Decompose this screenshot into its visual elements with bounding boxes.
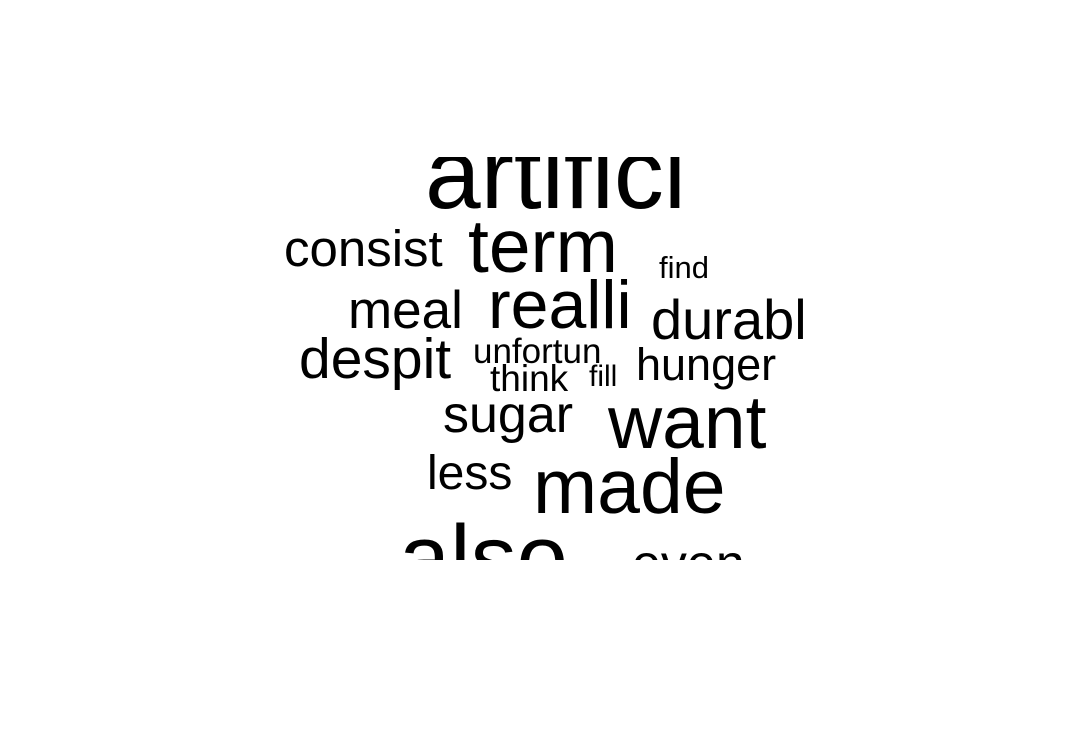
word-artifici: artifici — [425, 157, 687, 230]
word-want: want — [608, 380, 767, 464]
word-even: even — [632, 538, 745, 560]
word-made: made — [533, 444, 726, 530]
word-term: term — [468, 204, 618, 288]
word-meal: meal — [348, 281, 463, 340]
word-think: think — [490, 358, 569, 399]
word-sugar: sugar — [443, 386, 574, 444]
word-find: find — [659, 250, 709, 285]
word-consist: consist — [284, 220, 443, 277]
word-unfortun: unfortun — [473, 332, 602, 371]
word-hunger: hunger — [636, 339, 777, 390]
word-less: less — [427, 447, 513, 500]
word-durabl: durabl — [651, 288, 807, 351]
word-also: also — [399, 507, 568, 560]
word-fill: fill — [589, 360, 618, 393]
word-realli: realli — [488, 267, 632, 343]
word-despit: despit — [299, 327, 452, 391]
word-cloud-area: artifici consist term find meal realli d… — [0, 157, 1070, 560]
